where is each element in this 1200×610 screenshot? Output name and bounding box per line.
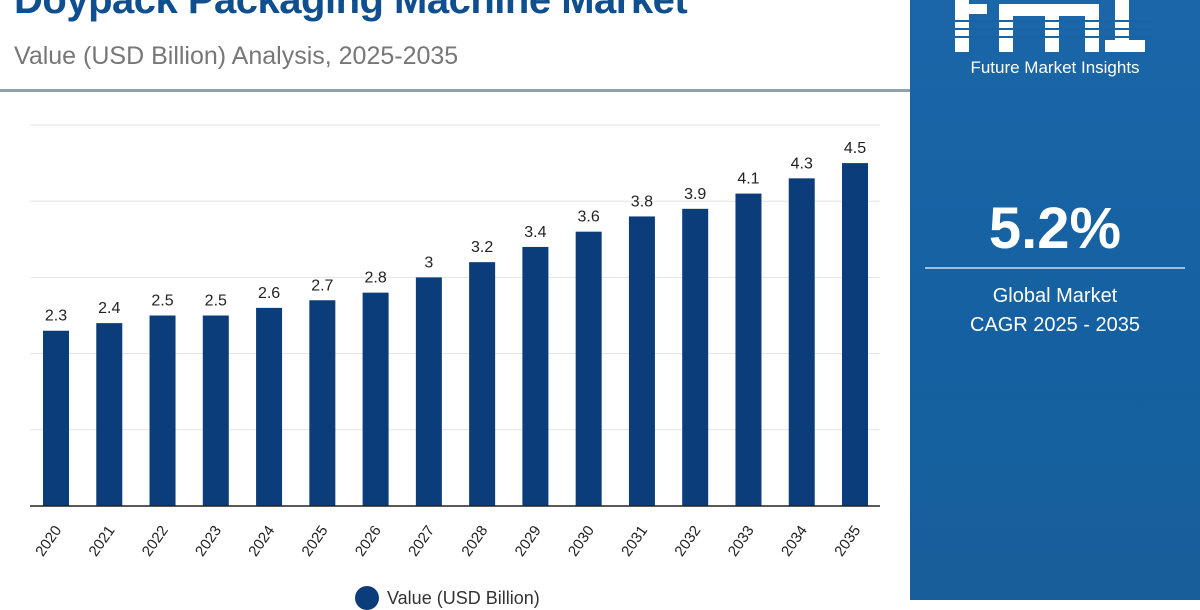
data-label: 4.3: [791, 155, 813, 172]
x-tick-label: 2023: [192, 523, 225, 560]
header-divider: [0, 89, 910, 92]
data-label: 3.6: [578, 209, 600, 226]
bar: [415, 277, 442, 506]
bar: [362, 292, 389, 506]
side-panel: [910, 0, 1200, 600]
cagr-label-line2: CAGR 2025 - 2035: [969, 314, 1141, 336]
x-tick-label: 2031: [618, 523, 651, 560]
bar: [149, 315, 176, 506]
page-title: Doypack Packaging Machine Market: [14, 0, 688, 22]
fmi-logo: [955, 0, 1155, 52]
bar: [575, 231, 602, 506]
cagr-label: Global Market CAGR 2025 - 2035: [910, 282, 1200, 340]
data-label: 4.5: [844, 140, 866, 157]
x-tick-label: 2034: [778, 523, 811, 560]
x-tick-label: 2025: [299, 523, 332, 560]
data-label: 2.6: [258, 285, 280, 302]
bar: [682, 208, 709, 506]
x-tick-label: 2030: [565, 523, 598, 560]
x-tick-label: 2028: [458, 523, 491, 560]
bar-chart: 2.3 2020 2.4 2021 2.5 2022 2.5 2023 2.6 2024 2.7 20…: [30, 124, 880, 560]
data-label: 3.8: [631, 193, 653, 210]
bar: [522, 246, 549, 507]
data-label: 3.9: [684, 186, 706, 203]
legend-label: Value (USD Billion): [387, 587, 540, 608]
bar: [202, 315, 229, 506]
data-label: 2.8: [364, 270, 386, 287]
x-tick-label: 2033: [725, 523, 758, 560]
x-tick-label: 2024: [245, 523, 278, 560]
page-subtitle: Value (USD Billion) Analysis, 2025-2035: [14, 42, 459, 70]
bar: [96, 323, 123, 506]
x-tick-label: 2027: [405, 523, 438, 560]
bar: [842, 163, 868, 506]
x-tick-label: 2032: [671, 523, 704, 560]
x-tick-label: 2020: [32, 523, 65, 560]
data-label: 4.1: [737, 171, 759, 188]
data-label: 2.4: [98, 300, 120, 317]
x-tick-label: 2029: [512, 523, 545, 560]
bar: [43, 330, 69, 506]
x-tick-label: 2021: [85, 523, 118, 560]
bar: [309, 300, 336, 506]
data-label: 3: [424, 254, 433, 271]
bar: [256, 307, 283, 506]
data-label: 2.3: [45, 308, 67, 325]
x-tick-label: 2022: [139, 523, 172, 560]
bar: [735, 193, 762, 506]
data-label: 3.2: [471, 239, 493, 256]
panel-divider: [925, 267, 1185, 269]
bar: [628, 216, 655, 506]
data-label: 3.4: [524, 224, 546, 241]
cagr-label-line1: Global Market: [992, 285, 1118, 307]
data-label: 2.5: [205, 293, 227, 310]
cagr-value: 5.2%: [988, 196, 1122, 261]
data-label: 2.5: [151, 293, 173, 310]
x-tick-label: 2026: [352, 523, 385, 560]
bar: [469, 262, 496, 506]
data-label: 2.7: [311, 277, 333, 294]
brand-name: Future Market Insights: [970, 58, 1140, 77]
legend: Value (USD Billion): [355, 586, 540, 610]
x-tick-label: 2035: [831, 523, 864, 560]
bar: [788, 178, 815, 506]
legend-swatch: [355, 586, 379, 610]
